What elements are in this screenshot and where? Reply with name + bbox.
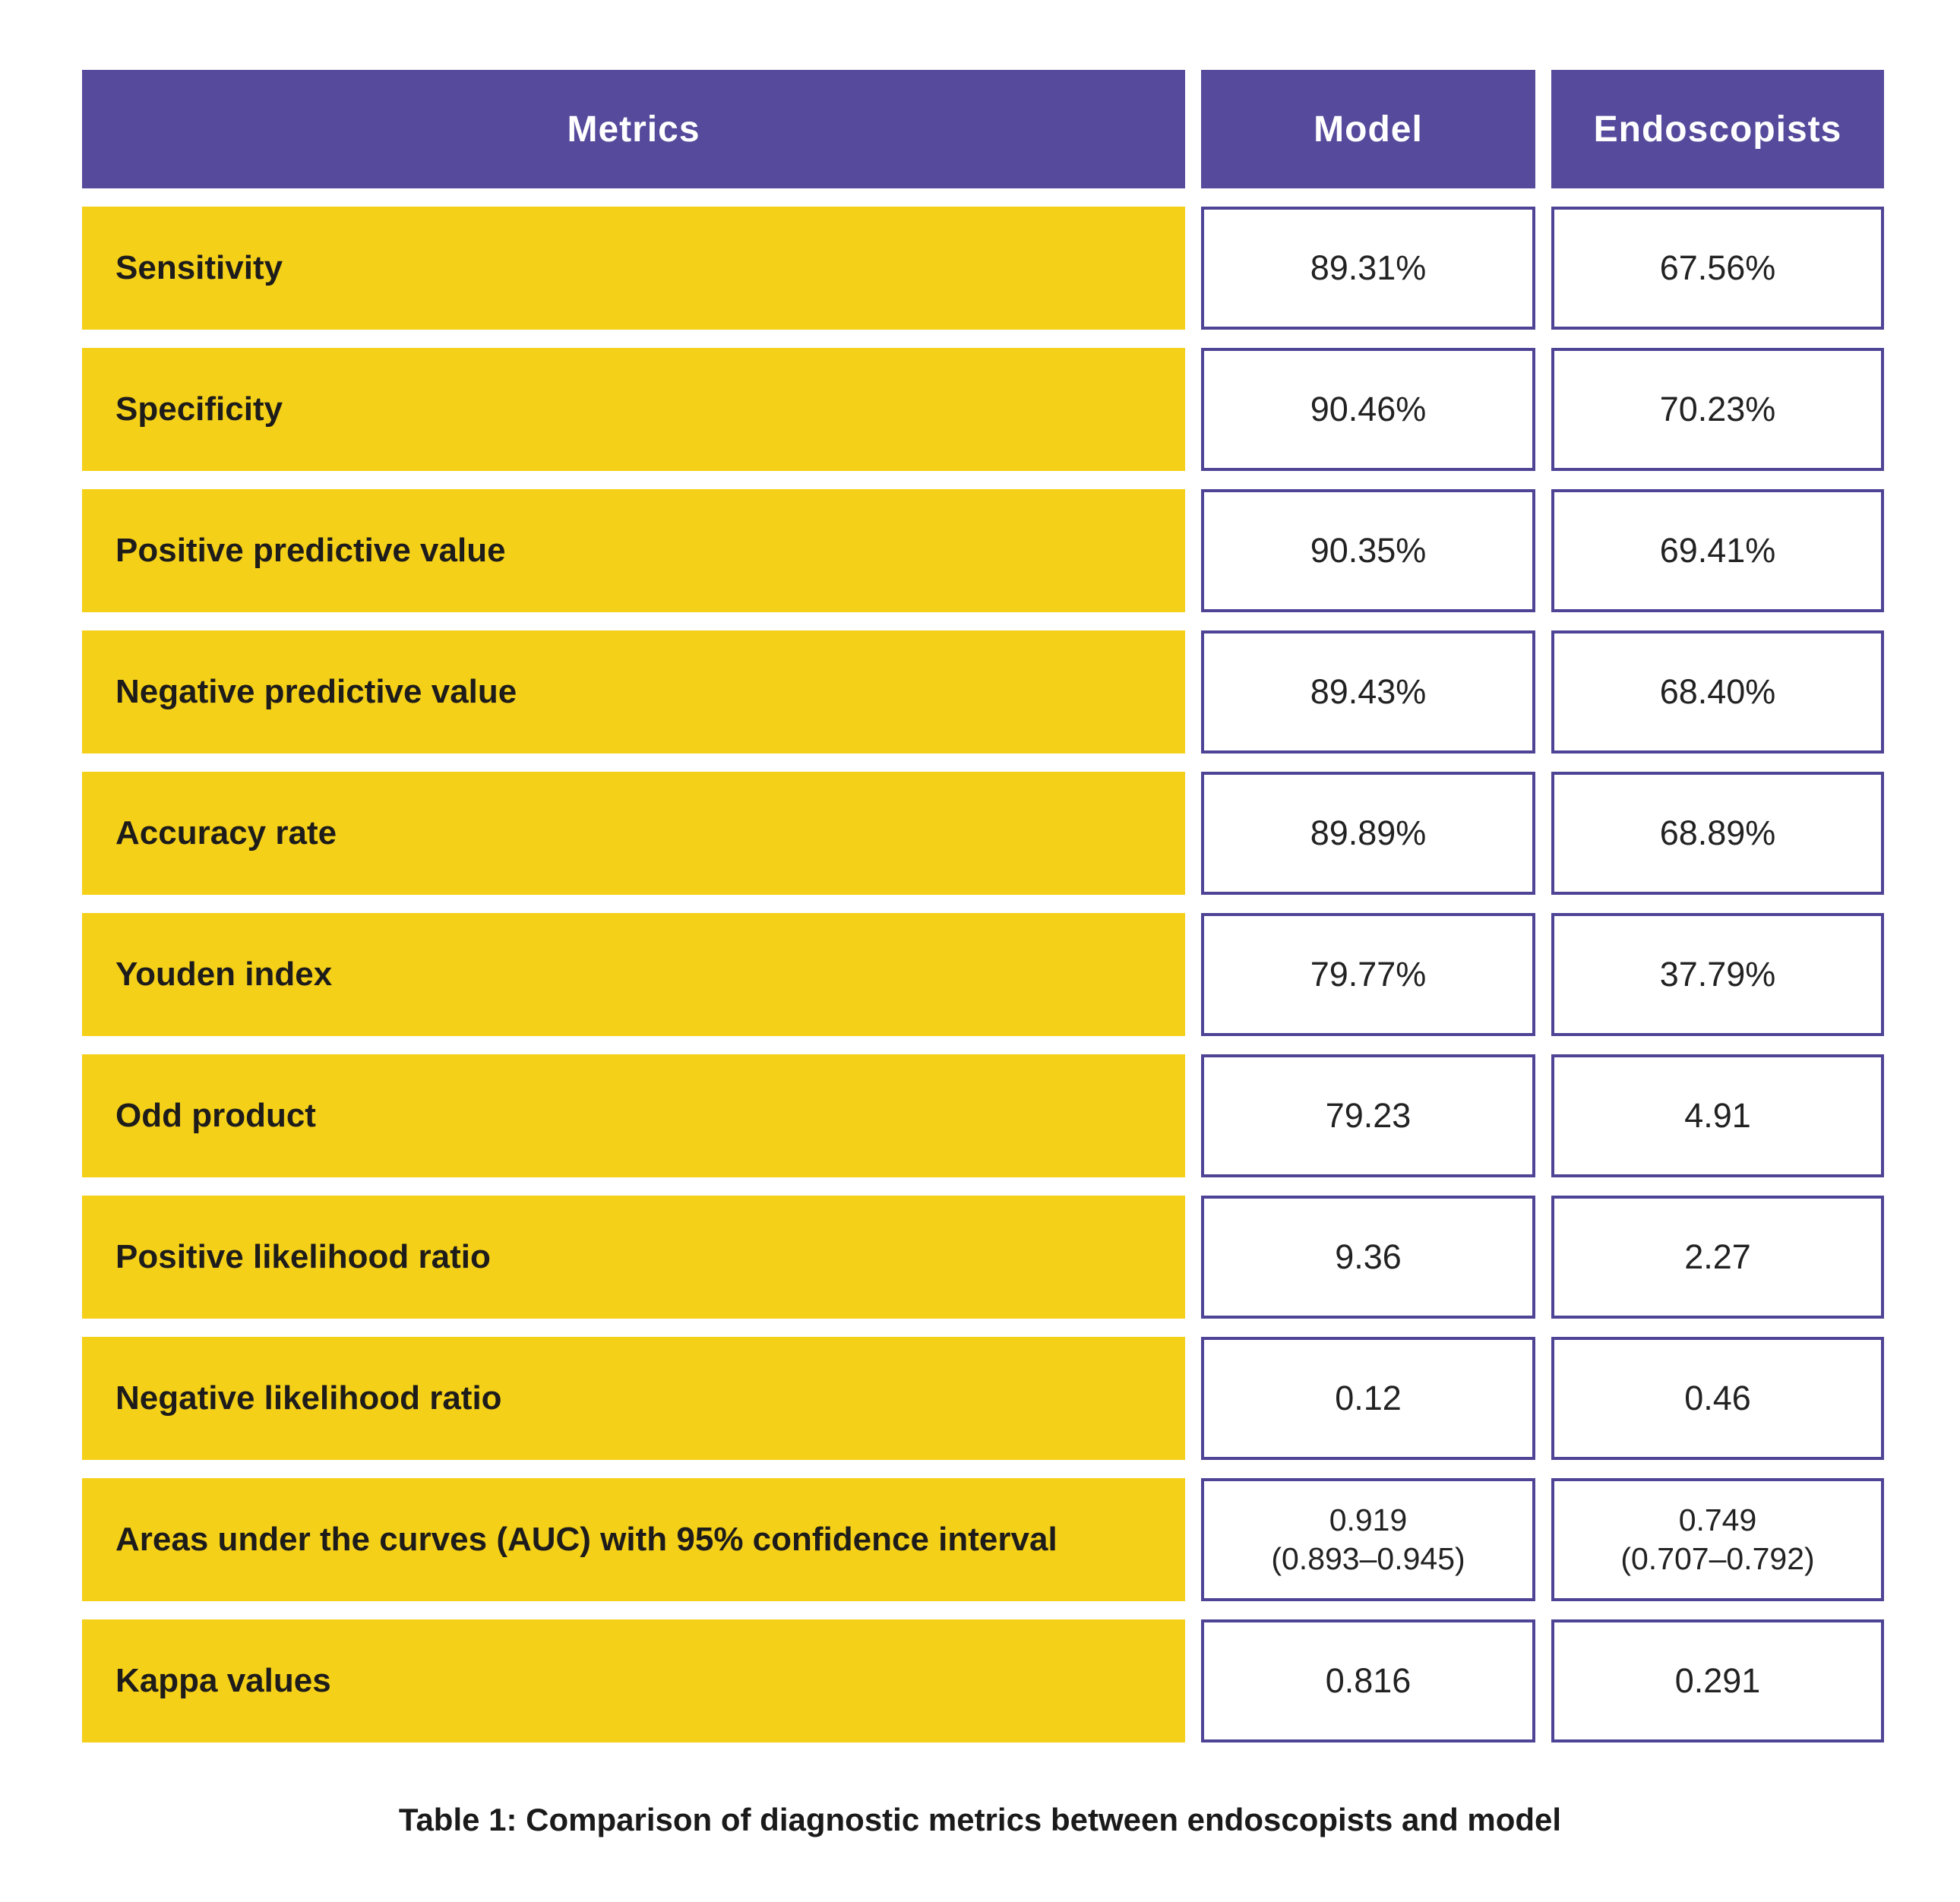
endoscopists-value-plr: 2.27 [1551,1196,1884,1319]
model-value-plr: 9.36 [1201,1196,1535,1319]
metric-label-odd-product: Odd product [82,1054,1185,1177]
metric-label-specificity: Specificity [82,348,1185,471]
model-value-auc: 0.919 (0.893–0.945) [1201,1478,1535,1601]
table-caption: Table 1: Comparison of diagnostic metric… [398,1802,1562,1837]
endoscopists-value-kappa: 0.291 [1551,1619,1884,1742]
endoscopists-value-odd-product: 4.91 [1551,1054,1884,1177]
header-model: Model [1201,70,1535,188]
metric-label-auc: Areas under the curves (AUC) with 95% co… [82,1478,1185,1601]
endoscopists-value-youden: 37.79% [1551,913,1884,1036]
metric-label-accuracy: Accuracy rate [82,772,1185,895]
header-endoscopists: Endoscopists [1551,70,1884,188]
metric-label-youden: Youden index [82,913,1185,1036]
model-value-ppv: 90.35% [1201,489,1535,612]
model-value-npv: 89.43% [1201,630,1535,754]
metrics-table: Metrics Model Endoscopists Sensitivity 8… [82,70,1884,1742]
metric-label-sensitivity: Sensitivity [82,207,1185,330]
model-value-youden: 79.77% [1201,913,1535,1036]
model-value-nlr: 0.12 [1201,1337,1535,1460]
endoscopists-value-npv: 68.40% [1551,630,1884,754]
model-value-odd-product: 79.23 [1201,1054,1535,1177]
endoscopists-value-auc: 0.749 (0.707–0.792) [1551,1478,1884,1601]
endoscopists-value-accuracy: 68.89% [1551,772,1884,895]
metric-label-npv: Negative predictive value [82,630,1185,754]
model-value-accuracy: 89.89% [1201,772,1535,895]
endoscopists-value-sensitivity: 67.56% [1551,207,1884,330]
model-value-kappa: 0.816 [1201,1619,1535,1742]
header-metrics: Metrics [82,70,1185,188]
model-value-sensitivity: 89.31% [1201,207,1535,330]
endoscopists-value-nlr: 0.46 [1551,1337,1884,1460]
metric-label-nlr: Negative likelihood ratio [82,1337,1185,1460]
metric-label-kappa: Kappa values [82,1619,1185,1742]
endoscopists-value-specificity: 70.23% [1551,348,1884,471]
metric-label-plr: Positive likelihood ratio [82,1196,1185,1319]
metric-label-ppv: Positive predictive value [82,489,1185,612]
model-value-specificity: 90.46% [1201,348,1535,471]
endoscopists-value-ppv: 69.41% [1551,489,1884,612]
